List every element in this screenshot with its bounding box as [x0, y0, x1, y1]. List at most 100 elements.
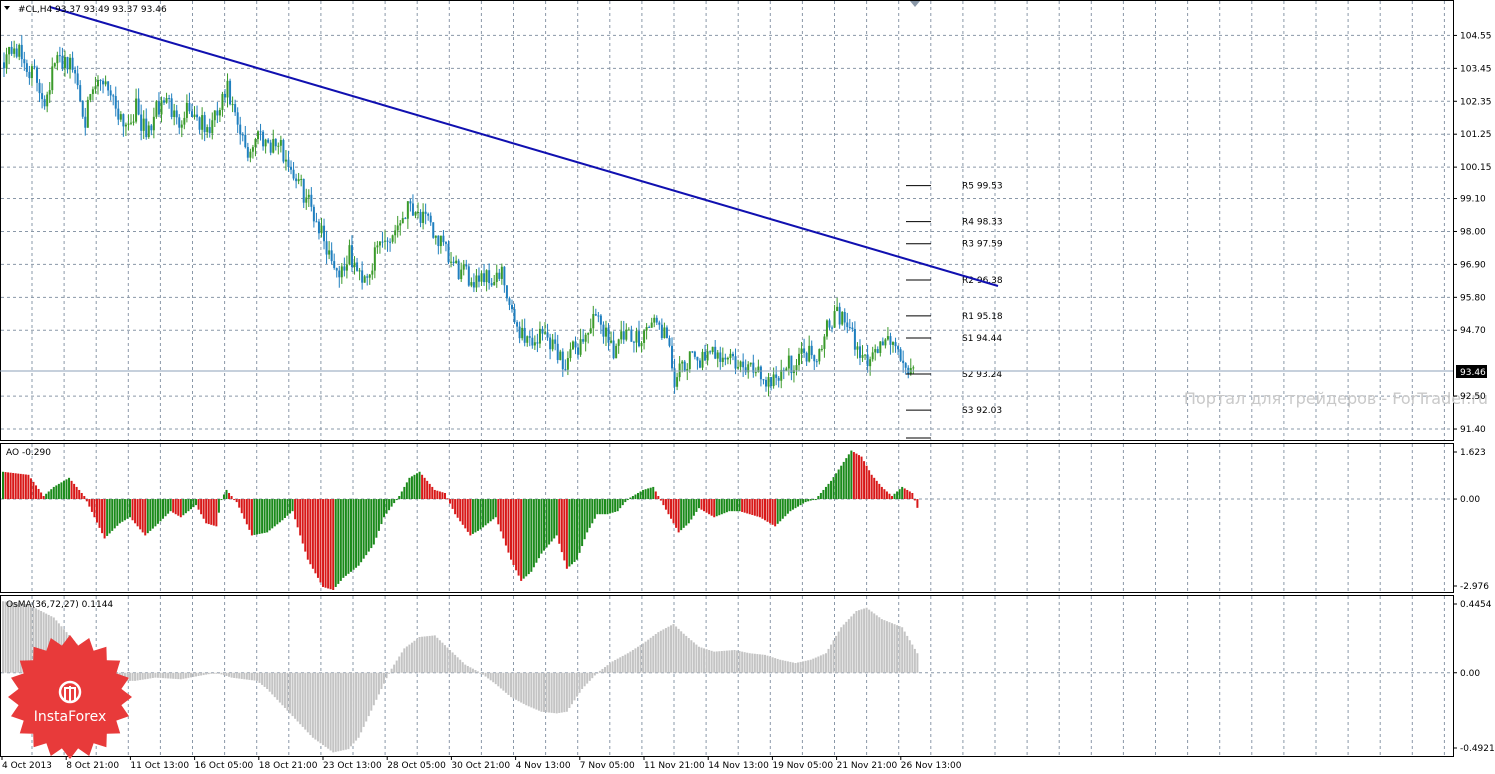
ao-bar [197, 499, 200, 510]
candle-body [513, 309, 516, 323]
candle-body [229, 80, 232, 105]
osma-bar [705, 649, 708, 673]
candle-body [404, 218, 407, 220]
ao-bar [426, 480, 429, 500]
candle-body [25, 63, 28, 72]
osma-bar [253, 672, 256, 681]
osma-bar [822, 654, 825, 673]
ao-bar [85, 499, 88, 502]
ao-bar [156, 499, 159, 524]
osma-bar [677, 628, 680, 673]
candle-body [795, 365, 798, 371]
ao-bar [901, 486, 904, 500]
candle-body [363, 276, 366, 283]
candle-body [483, 273, 486, 283]
candle-body [96, 79, 99, 87]
pivot-label: R3 97.59 [962, 240, 1003, 250]
osma-bar [459, 659, 462, 673]
ao-bar [723, 499, 726, 514]
candle-body [711, 346, 714, 353]
osma-bar [629, 651, 632, 673]
osma-bar [47, 614, 50, 673]
osma-bar [794, 663, 797, 673]
ao-bar [428, 483, 431, 500]
osma-bar [372, 672, 375, 706]
ao-bar [352, 499, 355, 570]
chart-shift-marker-icon[interactable] [910, 1, 920, 7]
osma-bar [200, 672, 203, 676]
osma-bar [342, 672, 345, 751]
ao-bar [309, 499, 312, 565]
osma-bar [258, 672, 261, 683]
ao-bar [601, 499, 604, 515]
pivot-label: R1 95.18 [962, 312, 1003, 322]
ao-bar [814, 499, 817, 501]
osma-bar [464, 664, 467, 673]
trendline[interactable] [49, 6, 999, 287]
candle-body [112, 95, 115, 97]
ao-bar [2, 471, 4, 500]
osma-bar [619, 657, 622, 673]
candle-body [378, 241, 381, 246]
osma-bar [555, 672, 558, 714]
dropdown-arrow-icon[interactable] [4, 6, 10, 10]
osma-bar [642, 643, 645, 673]
osma-bar [746, 652, 749, 673]
ao-bar [758, 499, 761, 518]
ao-bar [37, 488, 40, 500]
candle-body [856, 346, 859, 350]
ao-bar [172, 499, 175, 513]
candle-body [777, 377, 780, 381]
candle-body [836, 306, 839, 312]
ao-bar [154, 499, 157, 527]
ao-bar [304, 499, 307, 552]
ao-bar [261, 499, 264, 534]
ao-bar [322, 499, 325, 587]
osma-bar [436, 637, 439, 673]
ao-bar [652, 486, 655, 500]
candle-body [269, 142, 272, 153]
osma-bar [370, 672, 373, 711]
candle-body [632, 341, 635, 343]
ao-bar [791, 499, 794, 510]
osma-bar [449, 650, 452, 673]
candle-body [815, 361, 818, 363]
osma-bar [184, 672, 187, 679]
osma-bar [502, 672, 505, 691]
ao-bar [784, 499, 787, 517]
osma-bar [327, 672, 330, 749]
osma-bar [281, 672, 284, 706]
ao-bar [388, 499, 391, 511]
ao-bar [250, 499, 253, 536]
candle-body [335, 268, 338, 271]
ao-bar [489, 499, 492, 522]
candle-body [536, 342, 539, 344]
osma-bar [548, 672, 551, 713]
ao-bar [527, 499, 530, 575]
osma-bar [471, 668, 474, 673]
osma-bar [753, 653, 756, 673]
candle-body [353, 262, 356, 268]
ao-bar [883, 489, 886, 500]
candle-body [526, 336, 529, 343]
ao-bar [357, 499, 360, 566]
ao-bar [558, 499, 561, 544]
ao-bar [621, 499, 624, 506]
osma-bar [469, 667, 472, 673]
candle-body [277, 145, 280, 147]
candle-body [317, 221, 320, 234]
ao-bar [22, 474, 25, 500]
ao-bar [606, 499, 609, 515]
ao-bar [700, 499, 703, 510]
candle-body [135, 98, 138, 122]
osma-bar [857, 610, 860, 673]
osma-bar [159, 672, 162, 678]
candle-body [676, 377, 679, 387]
candle-body [183, 117, 186, 125]
osma-bar [482, 672, 485, 675]
osma-bar [725, 650, 728, 673]
candle-body [803, 348, 806, 353]
y-tick-label: 102.35 [1460, 97, 1492, 107]
ao-bar [395, 499, 398, 501]
